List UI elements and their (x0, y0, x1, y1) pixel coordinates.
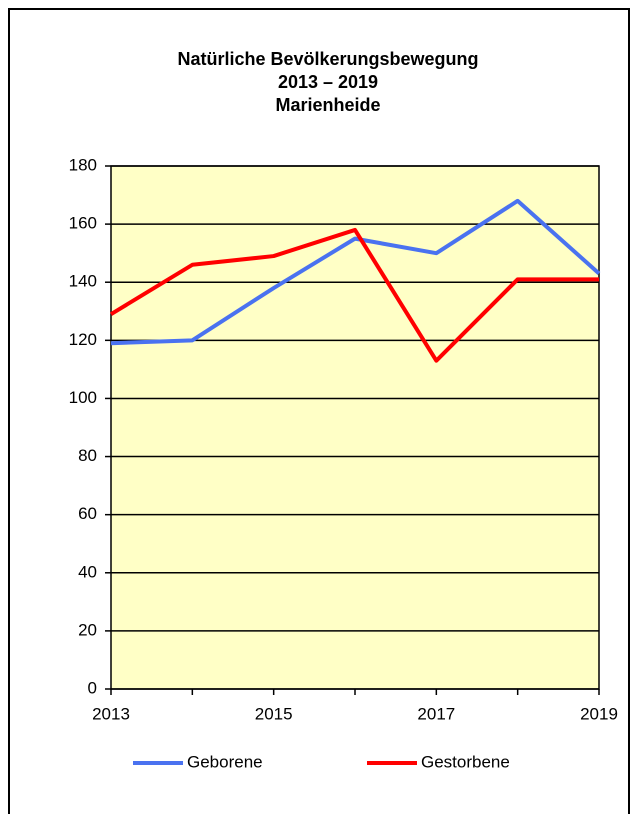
plot-area (110, 165, 600, 690)
series-line (109, 227, 599, 363)
x-tick-label: 2017 (417, 704, 455, 723)
x-tick-label: 2019 (580, 704, 618, 723)
chart-title: 2013 – 2019 (278, 72, 378, 92)
y-tick-label: 160 (69, 214, 97, 233)
y-tick-label: 40 (78, 562, 97, 581)
y-tick-label: 100 (69, 388, 97, 407)
x-tick-label: 2015 (255, 704, 293, 723)
y-tick-label: 180 (69, 155, 97, 174)
y-tick-label: 0 (88, 678, 97, 697)
chart-title: Marienheide (275, 95, 380, 115)
y-tick-label: 20 (78, 620, 97, 639)
y-tick-label: 120 (69, 330, 97, 349)
y-tick-label: 80 (78, 446, 97, 465)
y-tick-label: 140 (69, 272, 97, 291)
legend-label: Geborene (187, 752, 263, 771)
x-tick-label: 2013 (92, 704, 130, 723)
legend-label: Gestorbene (421, 752, 510, 771)
series-line (110, 198, 601, 346)
chart-title: Natürliche Bevölkerungsbewegung (177, 49, 478, 69)
y-tick-label: 60 (78, 504, 97, 523)
